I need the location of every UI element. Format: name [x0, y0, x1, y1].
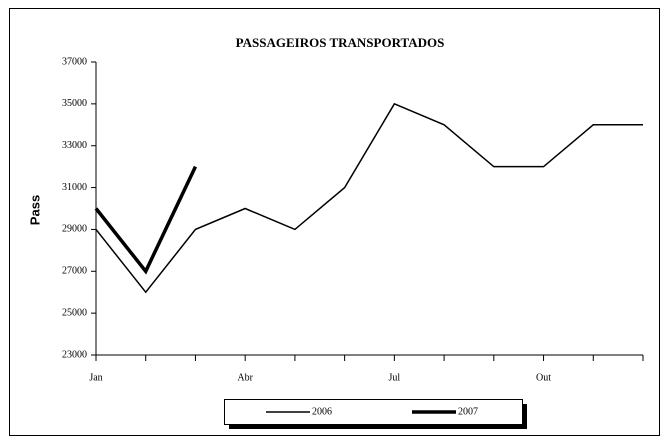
x-tick-label: Abr — [237, 372, 253, 383]
y-tick-label: 35000 — [62, 98, 87, 109]
x-tick-label: Jul — [389, 372, 401, 383]
y-tick-label: 25000 — [62, 307, 87, 318]
y-axis-label: Pass — [27, 195, 42, 225]
series-line — [95, 102, 643, 294]
x-tick-label: Jan — [89, 372, 102, 383]
y-tick-label: 27000 — [62, 266, 87, 277]
x-tick-label: Out — [536, 372, 551, 383]
series-line — [94, 165, 198, 275]
y-tick-label: 23000 — [62, 349, 87, 360]
y-tick-label: 31000 — [62, 182, 87, 193]
y-tick-label: 37000 — [62, 56, 87, 67]
y-tick-label: 29000 — [62, 224, 87, 235]
legend-label: 2006 — [312, 406, 332, 417]
y-tick-label: 33000 — [62, 140, 87, 151]
legend-label: 2007 — [458, 406, 478, 417]
chart-title: PASSAGEIROS TRANSPORTADOS — [236, 35, 445, 50]
